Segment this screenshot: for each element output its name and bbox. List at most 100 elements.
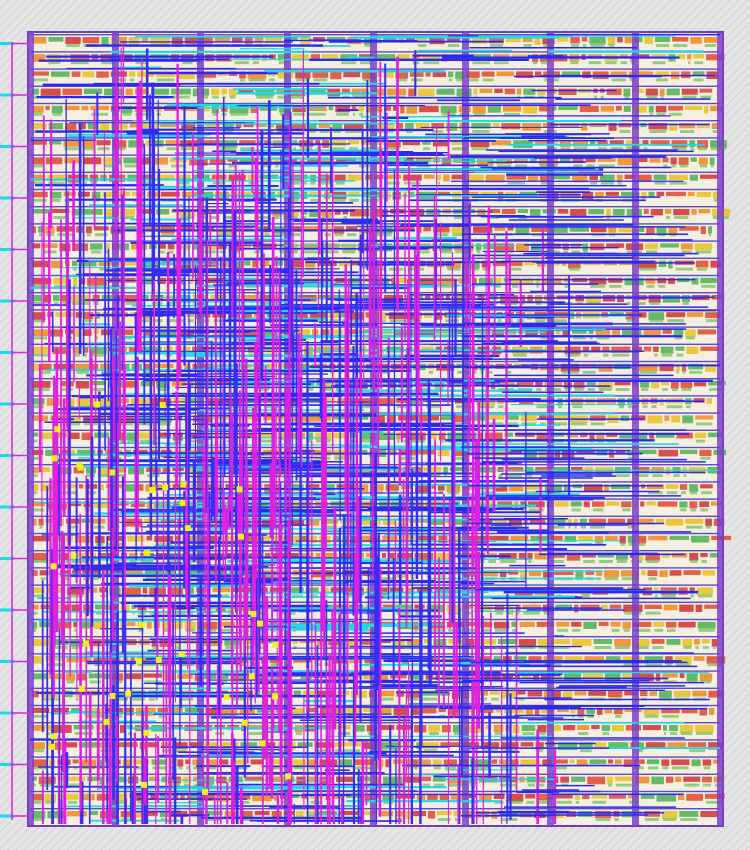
cell (124, 295, 139, 303)
cell (396, 553, 413, 561)
cell (451, 174, 466, 180)
cell (425, 71, 431, 77)
cell-diff (290, 181, 300, 185)
cell-diff (521, 302, 525, 305)
cell (160, 793, 171, 798)
cell-diff (487, 370, 493, 374)
cell-diff (352, 112, 356, 116)
cell-diff (291, 594, 303, 598)
cell (656, 226, 667, 235)
cell (696, 191, 712, 198)
cell (375, 54, 396, 61)
cell (234, 260, 243, 269)
cell-diff (699, 164, 707, 168)
cell (184, 243, 191, 250)
cell (144, 811, 158, 816)
cell (199, 37, 213, 44)
cell (415, 329, 434, 337)
cell (409, 518, 428, 523)
cell (539, 415, 547, 420)
cell (201, 88, 210, 96)
cell-diff (84, 353, 88, 357)
cell (331, 793, 344, 799)
cell (82, 37, 100, 44)
cell (420, 707, 437, 714)
cell-diff (270, 663, 282, 667)
cell (495, 707, 503, 713)
cell (150, 793, 159, 801)
cell-diff (471, 147, 489, 151)
cell-diff (598, 388, 612, 391)
cell (561, 71, 581, 77)
cell-diff (329, 319, 339, 323)
cell (45, 656, 65, 661)
cell (133, 449, 148, 455)
cell (655, 673, 661, 682)
cell (330, 71, 342, 80)
cell-diff (274, 302, 282, 305)
cell (291, 123, 307, 130)
cell (264, 140, 272, 145)
cell (659, 570, 668, 578)
via (272, 641, 279, 648)
cell-diff (223, 130, 233, 133)
cell (331, 329, 344, 335)
cell-diff (144, 680, 162, 684)
cell-diff (403, 439, 407, 443)
cell-diff (453, 302, 464, 305)
cell (632, 105, 647, 113)
cell-diff (482, 78, 494, 82)
cell-diff (157, 422, 172, 426)
cell (360, 639, 373, 645)
cell (170, 707, 183, 713)
cell (464, 570, 477, 577)
cell-diff (359, 112, 364, 116)
cell (314, 742, 333, 748)
cell (638, 260, 657, 269)
cell-diff (687, 680, 697, 684)
cell-diff (50, 198, 61, 202)
cell-diff (310, 181, 316, 185)
cell-diff (476, 250, 481, 254)
cell (539, 105, 550, 112)
cell (487, 415, 505, 420)
cell (492, 260, 508, 267)
via (141, 781, 148, 788)
cell (709, 553, 720, 558)
cell (297, 742, 313, 747)
cell (347, 174, 364, 181)
cell (253, 415, 262, 422)
cell (146, 501, 152, 509)
cell-diff (240, 818, 252, 821)
cell (66, 656, 79, 663)
cell (507, 226, 514, 231)
cell (680, 381, 693, 389)
cell (77, 673, 87, 681)
cell (206, 759, 218, 766)
cell-diff (33, 749, 45, 753)
cell (448, 71, 454, 78)
cell-diff (639, 370, 657, 374)
cell-diff (91, 112, 108, 116)
cell (99, 776, 104, 785)
cell-diff (648, 491, 663, 495)
cell-diff (634, 766, 644, 770)
cell-diff (332, 147, 345, 151)
cell (548, 553, 565, 558)
cell (231, 37, 243, 43)
cell (115, 398, 129, 404)
cell-diff (648, 577, 657, 581)
cell (632, 621, 652, 628)
io-pin (0, 248, 14, 251)
cell (32, 518, 37, 526)
cell (162, 621, 170, 630)
cell (146, 535, 153, 541)
cell (179, 209, 196, 217)
cell-diff (340, 818, 358, 821)
cell-diff (187, 319, 194, 323)
cell (413, 621, 419, 630)
cell (651, 381, 660, 389)
cell-diff (649, 302, 660, 305)
cell (263, 226, 271, 233)
cell (645, 742, 666, 749)
